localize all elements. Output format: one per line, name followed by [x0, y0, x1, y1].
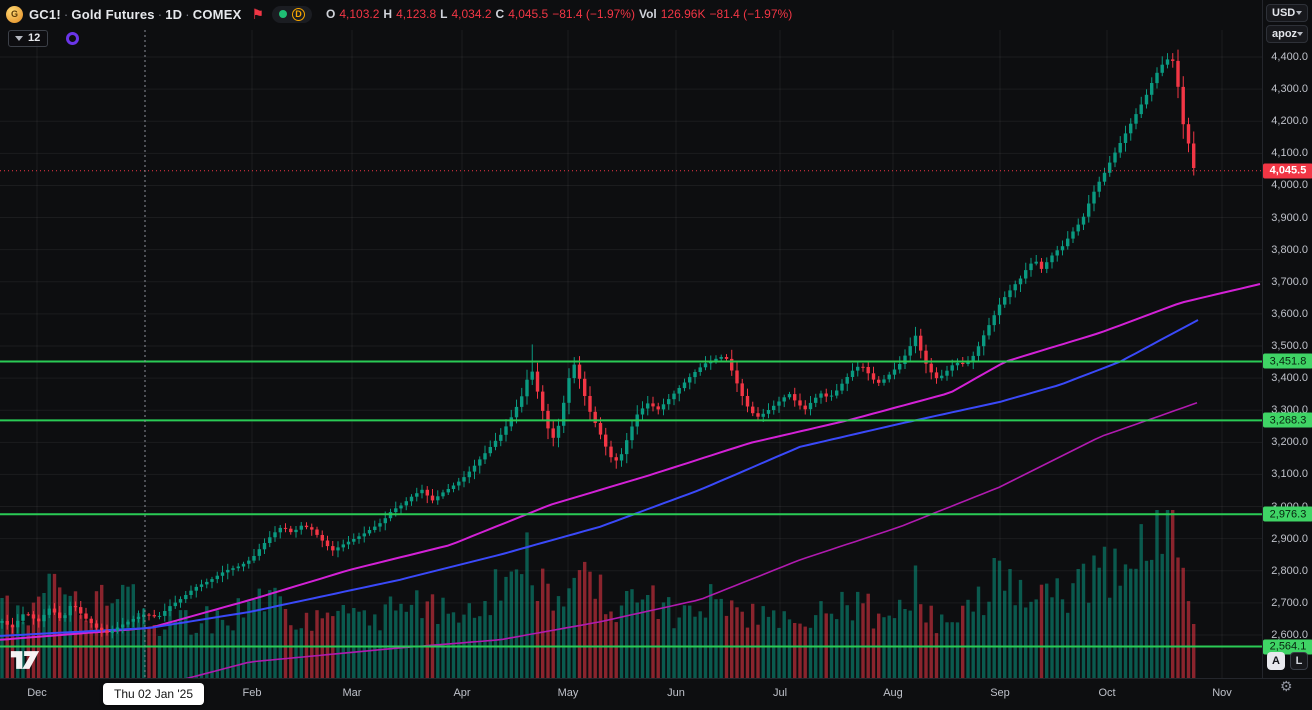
indicator-length-chip[interactable]: 12 — [8, 30, 49, 47]
last-price-badge: 4,045.5 — [1263, 163, 1312, 179]
symbol-name: GC1! — [29, 6, 61, 22]
ohlc-readout: O 4,103.2 H 4,123.8 L 4,034.2 C 4,045.5 … — [326, 7, 792, 21]
time-axis-month-label: Dec — [27, 687, 47, 699]
time-axis-month-label: Oct — [1098, 687, 1116, 699]
ma-fast-magenta — [0, 283, 1261, 641]
time-axis-month-label: Sep — [990, 687, 1010, 699]
symbol-logo-icon[interactable]: G — [6, 5, 23, 23]
level-price-badge: 3,451.8 — [1263, 353, 1312, 369]
level-price-badge: 2,976.3 — [1263, 506, 1312, 522]
price-axis-label: 4,400.0 — [1271, 51, 1308, 63]
tradingview-logo[interactable] — [10, 650, 40, 670]
chevron-down-icon — [1296, 11, 1302, 15]
low-value: 4,034.2 — [451, 7, 492, 21]
time-axis-month-label: Mar — [342, 687, 362, 699]
low-label: L — [440, 7, 448, 21]
price-axis-label: 2,900.0 — [1271, 532, 1308, 545]
daily-interval-badge: D — [292, 7, 306, 21]
scale-settings-gear-icon[interactable]: ⚙ — [1280, 678, 1293, 694]
auto-scale-button[interactable]: A — [1267, 652, 1285, 670]
price-axis-label: 4,100.0 — [1271, 147, 1308, 160]
chevron-down-icon — [15, 35, 23, 41]
price-axis-label: 3,800.0 — [1271, 243, 1308, 256]
separator: · — [185, 6, 190, 22]
volume-value: 126.96K — [660, 7, 706, 21]
price-axis[interactable]: 4,400.0 4,300.0 4,200.0 4,100.0 4,000.0 3,900… — [1262, 0, 1312, 678]
time-axis-month-label: May — [557, 687, 579, 699]
price-axis-label: 3,900.0 — [1271, 211, 1308, 224]
time-axis-month-label: Feb — [242, 687, 262, 699]
volume-label: Vol — [638, 7, 657, 21]
price-axis-label: 2,600.0 — [1271, 628, 1308, 641]
market-open-dot-icon — [279, 10, 288, 18]
price-axis-label: 3,400.0 — [1271, 372, 1308, 385]
indicator-legend-row: 12 — [8, 30, 80, 47]
price-axis-label: 2,800.0 — [1271, 564, 1308, 577]
ma-mid-blue — [0, 319, 1199, 637]
price-axis-label: 3,500.0 — [1271, 339, 1308, 352]
exchange-label: COMEX — [192, 6, 242, 22]
indicator-length-value: 12 — [28, 32, 41, 44]
price-axis-label: 4,200.0 — [1271, 115, 1308, 128]
high-label: H — [383, 7, 393, 21]
separator: · — [63, 6, 69, 22]
price-axis-label: 3,200.0 — [1271, 436, 1308, 449]
time-axis-month-label: Apr — [453, 687, 471, 699]
price-unit-switcher: USD apoz — [1266, 4, 1308, 43]
price-axis-label: 4,000.0 — [1271, 179, 1308, 192]
symbol-title[interactable]: GC1! · Gold Futures · 1D · COMEX — [29, 7, 241, 22]
price-axis-overlay: A L ⚙ — [1262, 0, 1312, 694]
price-axis-label: 2,700.0 — [1271, 596, 1308, 609]
symbol-info-bar: G GC1! · Gold Futures · 1D · COMEX ⚑ D O 4,103… — [0, 0, 1312, 28]
unit-value: apoz — [1272, 28, 1298, 40]
time-axis[interactable]: Thu 02 Jan '25 Dec Feb Mar Apr May Jun Jul Aug S… — [0, 678, 1312, 710]
time-axis-month-label: Nov — [1212, 687, 1232, 699]
time-axis-month-label: Jul — [772, 687, 788, 699]
unit-dropdown[interactable]: apoz — [1266, 25, 1308, 43]
crosshair-date-tooltip: Thu 02 Jan '25 — [103, 683, 205, 705]
log-scale-button[interactable]: L — [1290, 652, 1308, 670]
price-axis-label: 3,100.0 — [1271, 468, 1308, 481]
price-axis-label: 3,600.0 — [1271, 307, 1308, 320]
currency-dropdown[interactable]: USD — [1266, 4, 1308, 22]
open-label: O — [326, 7, 336, 21]
close-label: C — [495, 7, 505, 21]
time-axis-month-label: Aug — [883, 687, 903, 699]
loading-spinner-icon — [66, 32, 80, 45]
separator: · — [157, 6, 163, 22]
scale-mode-buttons: A L — [1267, 652, 1308, 670]
chevron-down-icon — [1297, 32, 1304, 36]
close-value: 4,045.5 — [508, 7, 549, 21]
price-axis-label: 3,700.0 — [1271, 275, 1308, 288]
level-price-badge: 3,268.3 — [1263, 412, 1312, 428]
currency-value: USD — [1272, 7, 1296, 19]
volume-change-value: −81.4 (−1.97%) — [709, 7, 793, 21]
open-value: 4,103.2 — [339, 7, 380, 21]
interval-label: 1D — [165, 6, 183, 22]
time-axis-month-label: Jun — [667, 687, 685, 699]
flag-icon[interactable]: ⚑ — [251, 6, 265, 22]
high-value: 4,123.8 — [396, 7, 437, 21]
ma-slow-magenta — [142, 402, 1198, 691]
symbol-description: Gold Futures — [71, 6, 155, 22]
change-value: −81.4 (−1.97%) — [552, 7, 635, 21]
level-price-badge: 2,564.1 — [1263, 639, 1312, 654]
market-status-pill[interactable]: D — [272, 5, 313, 23]
price-axis-label: 4,300.0 — [1271, 83, 1308, 96]
